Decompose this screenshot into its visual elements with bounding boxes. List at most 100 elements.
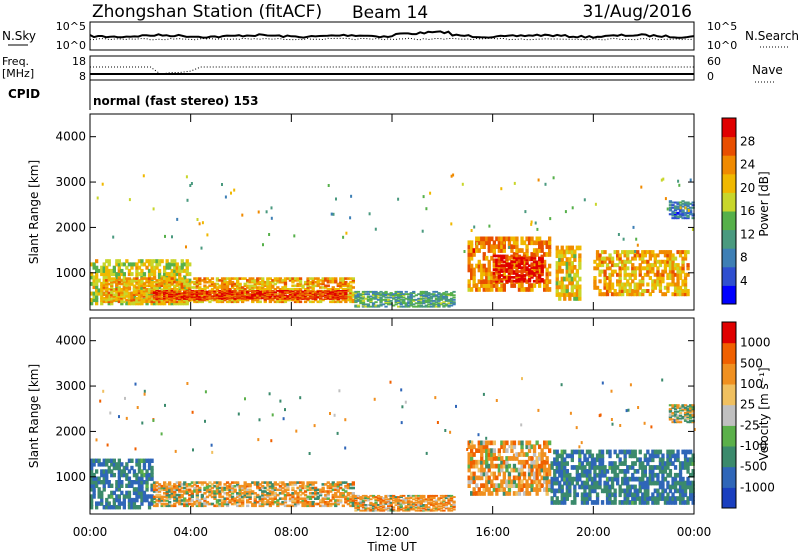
power-cell [211, 277, 214, 280]
power-cell [686, 289, 689, 293]
power-cell [548, 272, 551, 277]
power-cell [173, 290, 176, 291]
power-cell [352, 286, 355, 289]
power-cell [299, 301, 302, 304]
nsearch-label: N.Search [745, 29, 799, 43]
power-cell [186, 279, 189, 282]
power-cell [362, 300, 365, 302]
power-ytick-label: 1000 [55, 266, 86, 280]
power-cell [667, 208, 669, 211]
mode-text: normal (fast stereo) 153 [93, 94, 259, 108]
power-cell [523, 274, 526, 277]
power-cell [635, 238, 637, 241]
power-cell [640, 186, 642, 189]
power-cell [171, 277, 174, 280]
power-cell [578, 277, 581, 282]
power-cell [271, 290, 274, 291]
power-cell [686, 273, 689, 277]
power-cell [500, 187, 502, 190]
power-cell [686, 263, 689, 267]
power-cell [254, 299, 257, 300]
velocity-cell [352, 481, 355, 484]
power-cell [584, 198, 586, 201]
velocity-cell [198, 487, 201, 490]
freq-tick-top: 18 [72, 55, 86, 68]
velocity-cell [234, 489, 237, 492]
velocity-heatmap [90, 377, 696, 512]
beam-label: Beam 14 [352, 3, 428, 23]
power-cell [681, 209, 684, 211]
power-cell [335, 198, 337, 201]
velocity-cell [505, 448, 508, 453]
power-cell [452, 294, 455, 296]
power-cell [665, 197, 667, 200]
power-cell [375, 228, 377, 231]
power-cell [350, 195, 352, 198]
velocity-cell [342, 505, 345, 508]
velocity-cell [352, 492, 355, 495]
power-cell [688, 209, 690, 212]
power-cell [259, 292, 262, 293]
velocity-cell [452, 501, 455, 503]
power-cell [314, 295, 317, 296]
power-cell [178, 290, 181, 291]
velocity-cell [150, 459, 153, 463]
velocity-cell [442, 510, 445, 512]
power-cell [239, 283, 242, 286]
velocity-cell [352, 487, 355, 490]
power-cell [503, 276, 506, 279]
power-cell [533, 255, 536, 258]
power-cell [176, 218, 178, 221]
power-cell [680, 206, 682, 209]
power-cell [412, 291, 415, 293]
power-cell [384, 306, 387, 308]
nave-tick-bottom: 0 [707, 70, 714, 83]
power-cell [181, 277, 184, 280]
power-cell [143, 174, 145, 177]
power-cell [344, 293, 347, 294]
freq-label-2: [MHz] [2, 67, 34, 80]
power-cell [158, 269, 161, 273]
velocity-cell [374, 502, 377, 504]
velocity-cell [452, 509, 455, 511]
power-cell [595, 203, 597, 206]
power-cell [548, 287, 551, 292]
power-ylabel: Slant Range [km] [27, 160, 41, 264]
power-cell [603, 250, 606, 254]
power-cell [367, 303, 370, 305]
power-cell [678, 184, 680, 187]
power-cell [221, 183, 223, 186]
velocity-cell [354, 500, 357, 502]
velocity-cell [168, 501, 171, 504]
velocity-cell [339, 499, 342, 502]
power-cell [293, 234, 295, 237]
power-cell [95, 259, 98, 263]
power-cell [541, 255, 544, 258]
power-cell [464, 250, 466, 253]
power-cell [423, 195, 425, 198]
power-cell [633, 226, 635, 229]
cpid-label: CPID [8, 87, 40, 101]
power-cell [545, 183, 547, 186]
power-cell [233, 290, 236, 291]
power-cell [369, 212, 371, 215]
power-cell [524, 210, 526, 213]
power-cell [452, 301, 455, 303]
power-cell [598, 279, 601, 283]
power-cell [185, 245, 187, 248]
power-cell [690, 179, 692, 182]
power-cell [541, 264, 544, 267]
power-cell [202, 221, 204, 224]
power-cell [268, 233, 270, 236]
power-cell [327, 290, 330, 291]
power-cell [634, 250, 636, 253]
power-cell [549, 217, 551, 220]
power-cell [344, 290, 347, 291]
velocity-cell [422, 495, 425, 497]
power-cell [685, 206, 687, 209]
date-label: 31/Aug/2016 [582, 2, 692, 22]
power-cell [153, 207, 155, 210]
power-cell [129, 198, 131, 201]
power-cell [123, 272, 126, 276]
